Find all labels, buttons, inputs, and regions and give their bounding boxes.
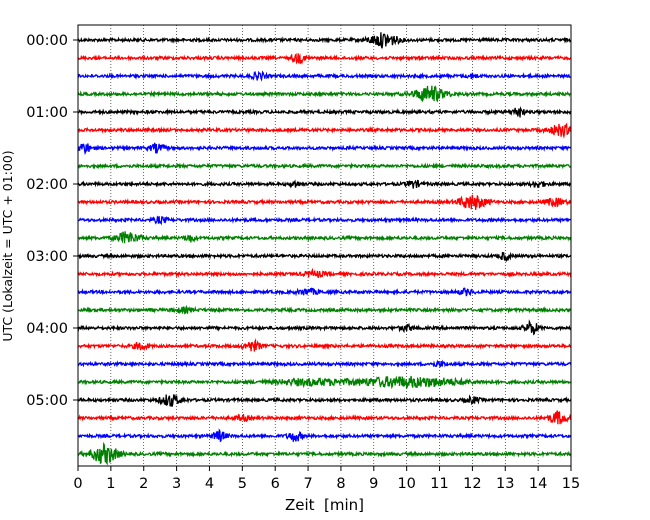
seismic-trace <box>77 251 572 262</box>
seismic-trace <box>77 375 572 390</box>
x-tick-label: 10 <box>397 476 415 492</box>
seismic-trace <box>77 359 572 368</box>
x-tick-label: 14 <box>529 476 547 492</box>
x-tick-label: 3 <box>172 476 181 492</box>
y-tick-label: 05:00 <box>26 393 68 409</box>
y-tick-label: 02:00 <box>26 177 68 193</box>
y-axis-title: UTC (Lokalzeit = UTC + 01:00) <box>0 150 15 341</box>
x-tick-label: 13 <box>496 476 514 492</box>
x-tick-label: 11 <box>430 476 448 492</box>
x-axis-title: Zeit [min] <box>285 496 364 514</box>
seismic-trace <box>77 267 572 278</box>
x-tick-label: 15 <box>562 476 580 492</box>
x-tick-label: 9 <box>369 476 378 492</box>
x-tick-label: 6 <box>271 476 280 492</box>
x-tick-label: 2 <box>139 476 148 492</box>
seismic-trace <box>77 319 572 336</box>
seismic-trace <box>77 410 572 425</box>
seismic-trace <box>77 337 572 352</box>
seismic-trace <box>77 85 572 103</box>
x-tick-label: 5 <box>238 476 247 492</box>
x-tick-label: 1 <box>106 476 115 492</box>
seismic-trace <box>77 304 572 315</box>
x-tick-label: 8 <box>336 476 345 492</box>
seismic-trace <box>77 179 572 189</box>
seismic-trace <box>77 122 572 139</box>
x-tick-label: 0 <box>73 476 82 492</box>
seismic-trace <box>77 70 572 82</box>
seismic-trace <box>77 287 572 297</box>
y-tick-label: 00:00 <box>26 33 68 49</box>
x-tick-label: 7 <box>303 476 312 492</box>
seismic-trace <box>77 194 572 211</box>
x-tick-label: 12 <box>463 476 481 492</box>
seismic-trace <box>77 231 572 244</box>
seismic-trace <box>77 142 572 156</box>
seismic-trace <box>77 215 572 226</box>
seismic-trace <box>77 53 572 65</box>
seismic-trace <box>77 441 572 466</box>
y-axis-ticks: 00:00 01:00 02:00 03:00 04:00 05:00 <box>26 33 78 409</box>
y-tick-label: 01:00 <box>26 105 68 121</box>
seismic-trace <box>77 428 572 443</box>
y-tick-label: 03:00 <box>26 249 68 265</box>
seismic-traces <box>77 32 572 466</box>
seismic-trace <box>77 32 572 49</box>
x-axis-ticks: 0 1 2 3 4 5 6 7 8 9 10 11 12 13 14 15 <box>73 466 580 492</box>
y-tick-label: 04:00 <box>26 321 68 337</box>
plot-frame <box>77 24 572 467</box>
seismic-trace <box>77 394 572 407</box>
seismic-trace <box>77 162 572 170</box>
x-tick-label: 4 <box>205 476 214 492</box>
seismic-trace <box>77 106 572 118</box>
